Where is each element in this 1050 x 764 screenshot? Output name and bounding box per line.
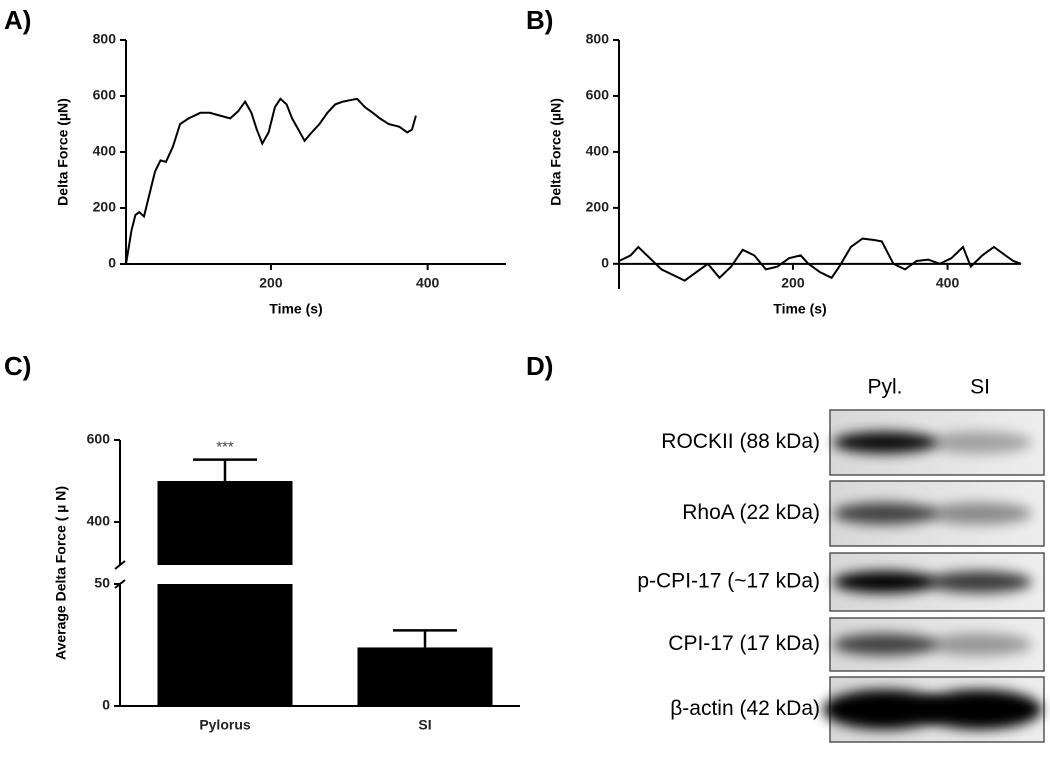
- y-tick-label: 200: [586, 199, 610, 215]
- row-label: ROCKII (88 kDa): [661, 430, 820, 453]
- data-line: [618, 237, 1022, 282]
- annotation: ***: [216, 439, 234, 456]
- lane-label: SI: [970, 376, 990, 399]
- y-tick-label: 600: [586, 87, 610, 103]
- bar: [357, 647, 493, 706]
- lane-label: Pyl.: [867, 376, 902, 399]
- y-axis-title: Delta Force (µN): [548, 98, 564, 206]
- band: [833, 502, 937, 525]
- x-tick-label: Pylorus: [199, 717, 251, 733]
- y-tick-label: 600: [87, 431, 111, 447]
- band: [833, 633, 937, 656]
- row-label: CPI-17 (17 kDa): [668, 632, 820, 655]
- y-tick-label: 600: [93, 87, 117, 103]
- x-tick-label: SI: [418, 717, 431, 733]
- band: [833, 571, 937, 593]
- y-tick-label: 0: [601, 255, 609, 271]
- band: [823, 689, 947, 730]
- y-tick-label: 0: [108, 255, 116, 271]
- bar: [157, 480, 293, 565]
- band: [918, 689, 1042, 730]
- band: [928, 431, 1032, 454]
- x-tick-label: 400: [936, 275, 960, 291]
- x-axis-title: Time (s): [269, 301, 322, 317]
- band: [928, 633, 1032, 656]
- row-label: β-actin (42 kDa): [670, 697, 820, 720]
- row-label: p-CPI-17 (~17 kDa): [637, 570, 820, 593]
- panel-label: D): [526, 351, 553, 381]
- y-tick-label: 800: [93, 31, 117, 47]
- y-axis-title: Average Delta Force ( µ N): [53, 486, 69, 660]
- x-tick-label: 200: [259, 275, 283, 291]
- y-tick-label: 400: [586, 143, 610, 159]
- x-axis-title: Time (s): [773, 301, 826, 317]
- bar: [157, 584, 293, 706]
- y-tick-label: 400: [87, 513, 111, 529]
- x-tick-label: 400: [416, 275, 440, 291]
- y-tick-label: 0: [102, 697, 110, 713]
- y-axis-title: Delta Force (µN): [55, 98, 71, 206]
- y-tick-label: 800: [586, 31, 610, 47]
- row-label: RhoA (22 kDa): [682, 501, 820, 524]
- panel-label: A): [4, 5, 31, 35]
- y-tick-label: 50: [94, 575, 110, 591]
- x-tick-label: 200: [781, 275, 805, 291]
- error-bar: [393, 629, 457, 648]
- panel-label: B): [526, 5, 553, 35]
- band: [833, 431, 937, 454]
- y-tick-label: 200: [93, 199, 117, 215]
- data-line: [125, 97, 417, 265]
- band: [928, 571, 1032, 593]
- panel-label: C): [4, 351, 31, 381]
- band: [928, 502, 1032, 525]
- axis-break: [114, 560, 126, 570]
- error-bar: [193, 458, 257, 481]
- y-tick-label: 400: [93, 143, 117, 159]
